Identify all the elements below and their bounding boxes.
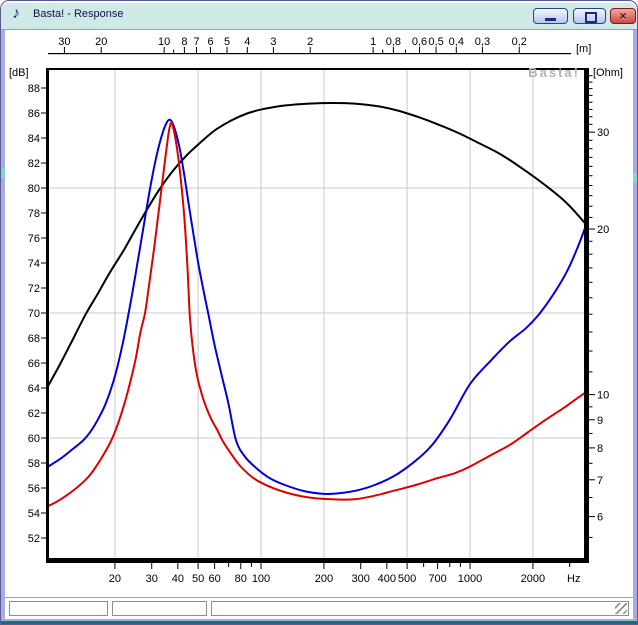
status-bar [5, 597, 633, 619]
left-border-handle [1, 168, 5, 178]
window-title: Basta! - Response [33, 8, 124, 20]
app-icon: ♪ [12, 5, 20, 22]
status-panel-3 [211, 601, 629, 616]
close-button[interactable]: × [610, 8, 636, 24]
chart-client-area [5, 30, 633, 597]
right-border-handle [633, 173, 637, 183]
minimize-icon [545, 18, 556, 21]
title-bar[interactable]: ♪ Basta! - Response × [1, 1, 637, 30]
window-bottom-edge [1, 621, 637, 624]
status-panel-1 [9, 601, 108, 616]
maximize-icon [585, 12, 597, 23]
close-icon: × [619, 9, 627, 23]
status-panel-2 [112, 601, 207, 616]
maximize-button[interactable] [573, 8, 606, 24]
resize-grip-icon[interactable] [615, 603, 627, 614]
minimize-button[interactable] [533, 8, 568, 24]
